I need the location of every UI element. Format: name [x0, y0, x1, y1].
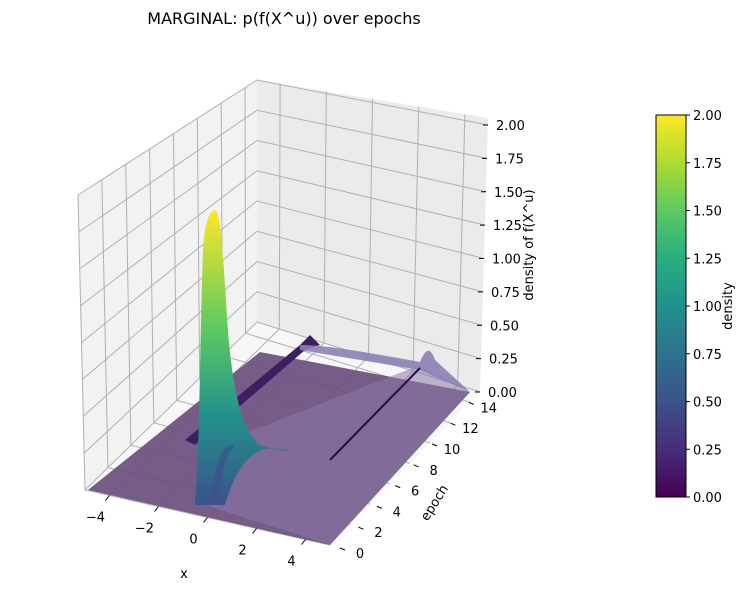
z-tick-label: 0.25: [489, 353, 518, 368]
x-tick-label: −2: [135, 522, 154, 537]
colorbar-tick-label: 1.00: [693, 300, 722, 315]
colorbar-tick-label: 1.25: [693, 252, 722, 267]
x-tick-mark: [252, 528, 257, 534]
z-tick-label: 1.75: [495, 152, 524, 167]
colorbar-tick-label: 0.00: [693, 491, 722, 506]
epoch-tick-mark: [395, 485, 401, 489]
grid-line-z: [82, 260, 483, 417]
colorbar-tick-label: 1.75: [693, 157, 722, 172]
surface-edge-bump: [300, 345, 470, 392]
y-axis-label: epoch: [418, 482, 452, 524]
epoch-tick-mark: [413, 464, 419, 468]
colorbar-tick-label: 1.50: [693, 205, 722, 220]
surface-crest: [329, 367, 421, 461]
z-tick-label: 1.00: [492, 253, 521, 268]
colorbar-tick-label: 0.50: [693, 396, 722, 411]
epoch-tick-label: 0: [356, 547, 364, 562]
x-tick-label: −4: [86, 511, 105, 526]
z-axis-label: density of f(X^u): [522, 189, 537, 300]
z-tick-label: 0.50: [490, 319, 519, 334]
z-tick-label: 0.00: [488, 386, 517, 401]
peak-shadow: [210, 444, 235, 505]
density-surface: [88, 210, 470, 545]
chart-title: MARGINAL: p(f(X^u)) over epochs: [147, 9, 420, 28]
x-tick-label: 0: [189, 533, 197, 548]
z-tick-label: 2.00: [496, 119, 525, 134]
density-peak: [195, 210, 290, 505]
epoch-tick-mark: [450, 422, 456, 426]
epoch-tick-label: 14: [481, 401, 498, 416]
z-tick-label: 1.50: [494, 186, 523, 201]
left-pane: [78, 80, 257, 490]
colorbar-ticks: 0.00 0.25 0.50 0.75 1.00 1.25 1.50 1.75 2.00: [686, 109, 722, 506]
epoch-tick-label: 6: [411, 485, 419, 500]
z-axis-ticks: 0.00 0.25 0.50 0.75 1.00 1.25 1.50 1.75 2.00: [475, 119, 525, 401]
z-tick-label: 0.75: [491, 286, 520, 301]
grid-line-z: [84, 321, 481, 491]
epoch-tick-mark: [358, 526, 364, 530]
epoch-tick-mark: [468, 401, 474, 405]
grid-line-z: [81, 200, 485, 343]
colorbar-label: density: [721, 282, 736, 330]
x-tick-mark: [105, 495, 110, 501]
epoch-tick-mark: [339, 547, 346, 551]
epoch-tick-label: 12: [462, 422, 479, 437]
x-tick-label: 2: [238, 544, 246, 559]
x-tick-label: 4: [287, 555, 295, 570]
x-axis-label: x: [180, 567, 188, 582]
colorbar-gradient: [655, 114, 687, 498]
grid-line-z: [83, 291, 482, 454]
surface-spread-region: [205, 365, 470, 545]
grid-line-z: [77, 79, 489, 196]
epoch-tick-mark: [376, 505, 382, 509]
back-pane: [257, 80, 488, 392]
epoch-tick-label: 8: [429, 464, 437, 479]
epoch-tick-label: 10: [444, 443, 461, 458]
x-tick-mark: [154, 506, 159, 512]
epoch-tick-mark: [431, 443, 438, 447]
grid-line-z: [82, 230, 484, 380]
colorbar-tick-label: 0.75: [693, 348, 722, 363]
z-tick-label: 1.25: [493, 219, 522, 234]
colorbar: 0.00 0.25 0.50 0.75 1.00 1.25 1.50 1.75 2.00 den…: [655, 109, 736, 506]
colorbar-tick-label: 2.00: [693, 109, 722, 124]
grid-line-z: [79, 139, 487, 270]
grid-line-z: [78, 109, 488, 233]
x-tick-mark: [203, 517, 208, 523]
x-tick-mark: [301, 539, 306, 545]
colorbar-tick-label: 0.25: [693, 443, 722, 458]
x-axis-ticks: −4 −2 0 2 4: [86, 495, 306, 570]
grid-line-z: [80, 170, 486, 307]
epoch-tick-label: 2: [374, 526, 382, 541]
epoch-tick-label: 4: [393, 505, 401, 520]
